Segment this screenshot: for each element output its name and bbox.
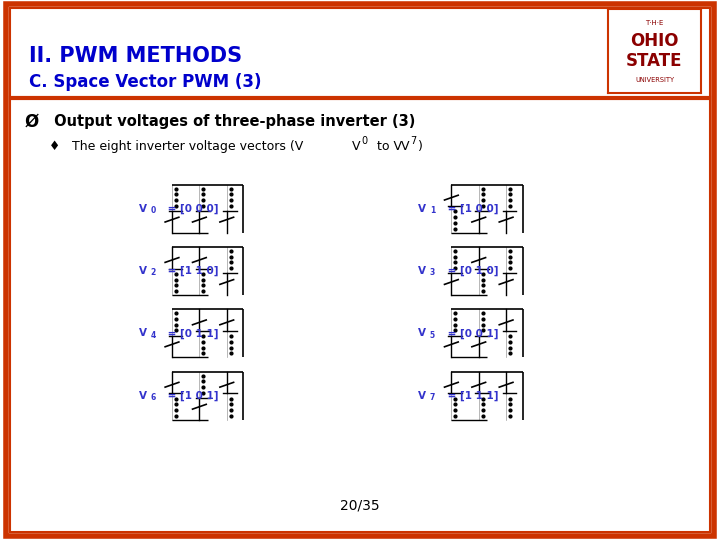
Text: = [0 0 0]: = [0 0 0] [164,204,219,214]
Text: V: V [139,204,147,214]
Text: ): ) [418,140,423,153]
Text: C. Space Vector PWM (3): C. Space Vector PWM (3) [29,73,261,91]
Text: 0: 0 [361,136,367,146]
Text: Output voltages of three-phase inverter (3): Output voltages of three-phase inverter … [49,114,415,129]
Text: = [1 0 1]: = [1 0 1] [164,390,219,401]
Text: 4: 4 [150,331,156,340]
Text: UNIVERSITY: UNIVERSITY [635,77,674,83]
Text: to V: to V [372,140,402,153]
Text: V: V [139,391,147,401]
Text: V: V [418,266,426,276]
Text: V: V [400,140,409,153]
Text: 5: 5 [430,331,435,340]
Text: 6: 6 [150,393,156,402]
Text: The eight inverter voltage vectors (V: The eight inverter voltage vectors (V [68,140,303,153]
Text: V: V [351,140,360,153]
Text: T·H·E: T·H·E [645,19,664,25]
Text: 0: 0 [150,206,156,215]
Text: = [1 1 1]: = [1 1 1] [444,390,498,401]
Text: V: V [418,391,426,401]
Text: = [0 1 1]: = [0 1 1] [164,328,219,339]
Text: V: V [418,204,426,214]
Text: = [0 1 0]: = [0 1 0] [444,266,498,276]
Text: = [1 1 0]: = [1 1 0] [164,266,219,276]
Text: 7: 7 [410,136,417,146]
Text: V: V [139,328,147,339]
Text: 20/35: 20/35 [340,499,380,513]
Text: V: V [139,266,147,276]
Text: = [1 0 0]: = [1 0 0] [444,204,498,214]
Text: Ø: Ø [24,112,39,130]
Text: OHIO: OHIO [630,32,679,50]
Text: = [0 0 1]: = [0 0 1] [444,328,498,339]
Text: 3: 3 [430,268,435,278]
Text: STATE: STATE [626,52,683,70]
Text: V: V [418,328,426,339]
Text: 2: 2 [150,268,156,278]
Text: 7: 7 [430,393,435,402]
Text: ♦: ♦ [49,140,60,153]
Text: 1: 1 [430,206,435,215]
Text: II. PWM METHODS: II. PWM METHODS [29,46,242,66]
